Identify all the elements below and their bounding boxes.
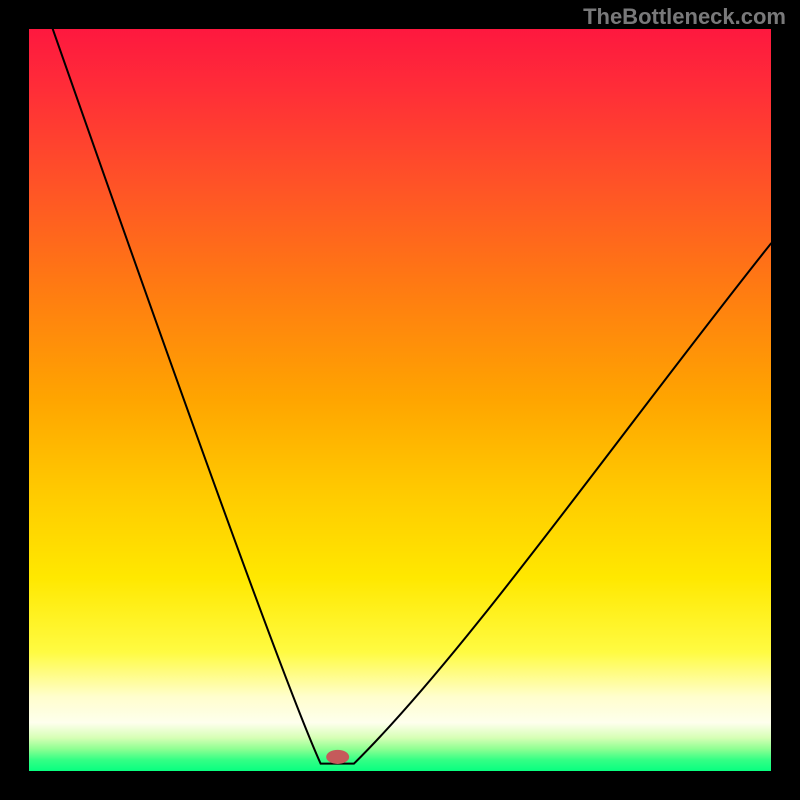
- chart-svg: [29, 29, 771, 771]
- chart-background: [29, 29, 771, 771]
- chart-plot-area: [29, 29, 771, 771]
- watermark-text: TheBottleneck.com: [583, 4, 786, 30]
- bottleneck-marker: [326, 750, 349, 764]
